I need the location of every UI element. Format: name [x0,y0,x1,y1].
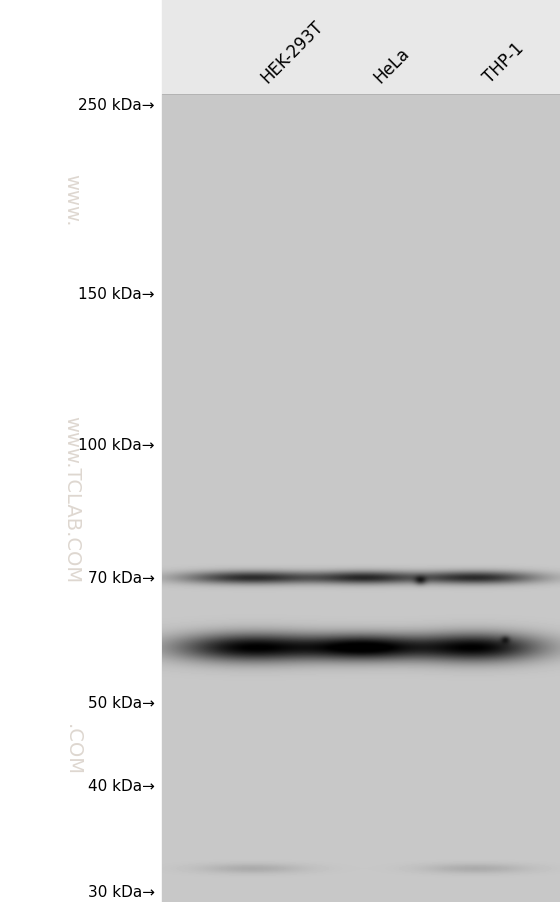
Text: 150 kDa→: 150 kDa→ [78,287,155,302]
Bar [0,0,162,902]
Bar [162,95,560,902]
Text: HeLa: HeLa [370,44,413,87]
Text: HEK-293T: HEK-293T [257,18,326,87]
Text: 30 kDa→: 30 kDa→ [88,885,155,899]
Text: 250 kDa→: 250 kDa→ [78,97,155,113]
Text: 70 kDa→: 70 kDa→ [88,570,155,585]
Text: 100 kDa→: 100 kDa→ [78,437,155,453]
Text: 40 kDa→: 40 kDa→ [88,778,155,793]
Text: www.: www. [63,173,82,226]
Text: www.TCLAB.COM: www.TCLAB.COM [63,416,82,583]
Text: THP-1: THP-1 [480,40,528,87]
Text: 50 kDa→: 50 kDa→ [88,695,155,710]
Bar [162,0,560,95]
Text: .COM: .COM [63,723,82,775]
